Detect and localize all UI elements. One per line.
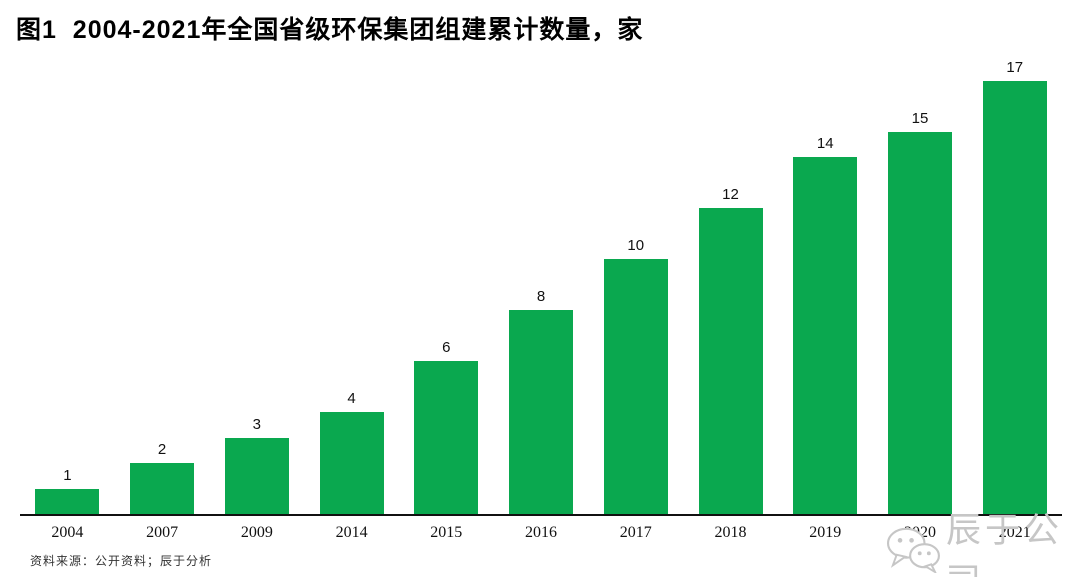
bar-value-label: 6 xyxy=(442,339,451,356)
plot-area: 1 2 3 4 6 8 10 12 14 15 17 xyxy=(20,58,1062,516)
bar-value-label: 10 xyxy=(627,237,645,254)
bar xyxy=(698,208,763,514)
bar-value-label: 12 xyxy=(722,186,739,203)
bar xyxy=(224,437,289,514)
bar xyxy=(319,412,384,514)
x-tick-label: 2016 xyxy=(525,524,558,541)
bar xyxy=(603,259,668,514)
x-tick-label: 2020 xyxy=(903,524,936,541)
bar-chart: 1 2 3 4 6 8 10 12 14 15 17 2004 2007 2009 2014 2015 201… xyxy=(20,58,1062,542)
bar-value-label: 2 xyxy=(157,441,167,458)
bar xyxy=(414,361,479,514)
x-tick-label: 2015 xyxy=(430,524,463,541)
bar xyxy=(509,310,574,514)
bar-column: 3 xyxy=(209,415,304,514)
bar-column: 1 xyxy=(20,466,115,514)
bar-column: 15 xyxy=(873,109,968,514)
bar xyxy=(982,80,1047,514)
bar-value-label: 17 xyxy=(1006,58,1024,76)
bar-column: 14 xyxy=(778,135,873,514)
bar xyxy=(130,463,195,514)
x-tick-label: 2007 xyxy=(146,524,179,541)
bar-column: 2 xyxy=(115,441,210,514)
bar-value-label: 15 xyxy=(911,109,929,127)
bar-value-label: 8 xyxy=(536,288,546,305)
x-tick-label: 2019 xyxy=(809,524,842,541)
bar-value-label: 1 xyxy=(63,466,72,484)
bar-value-label: 3 xyxy=(252,415,261,433)
x-tick-label: 2018 xyxy=(714,524,747,541)
bar-column: 12 xyxy=(683,186,778,514)
x-tick-label: 2004 xyxy=(51,524,84,541)
bar-column: 17 xyxy=(967,58,1062,514)
x-tick-label: 2017 xyxy=(619,524,652,541)
bar xyxy=(35,488,100,514)
bar-value-label: 14 xyxy=(816,135,834,152)
bar xyxy=(793,157,858,514)
bar-column: 10 xyxy=(588,237,683,514)
bar xyxy=(887,131,952,514)
x-tick-label: 2009 xyxy=(240,524,273,541)
bar-value-label: 4 xyxy=(347,390,356,407)
x-tick-label: 2014 xyxy=(335,524,368,541)
bar-column: 6 xyxy=(399,339,494,514)
source-note: 资料来源：公开资料；辰于分析 xyxy=(30,554,213,568)
bar-column: 4 xyxy=(304,390,399,514)
chart-title: 图1 2004-2021年全国省级环保集团组建累计数量，家 xyxy=(16,16,644,44)
bar-column: 8 xyxy=(494,288,589,514)
x-tick-label: 2021 xyxy=(998,524,1031,541)
x-axis-labels: 2004 2007 2009 2014 2015 2016 2017 2018 2019 2020… xyxy=(20,516,1062,542)
